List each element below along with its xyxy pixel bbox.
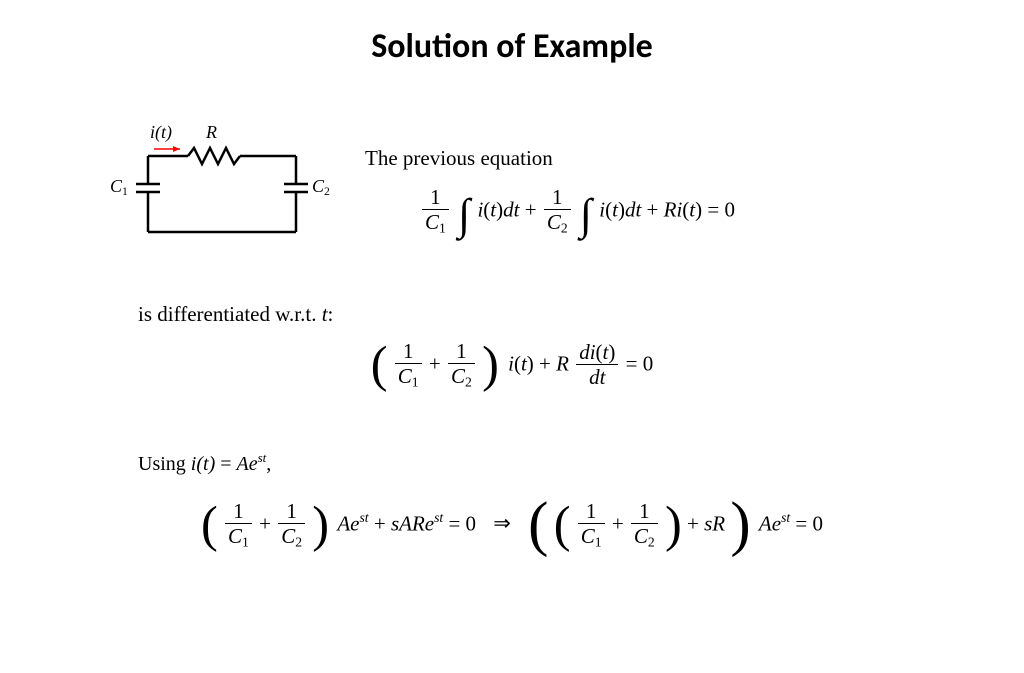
c2-label: C2 [312, 176, 330, 198]
text-using: Using i(t) = Aest, [138, 450, 271, 476]
text-differentiated: is differentiated w.r.t. t: [138, 302, 333, 327]
circuit-svg [118, 126, 328, 246]
equation-1: 1C1 ∫ i(t)dt + 1C2 ∫ i(t)dt + Ri(t) = 0 [420, 186, 735, 237]
equation-3: ( 1C1 + 1C2 ) Aest + sARest = 0 ⇒ ( ( 1C… [0, 500, 1024, 551]
current-label: i(t) [150, 122, 172, 143]
c1-label: C1 [110, 176, 128, 198]
text-previous-equation: The previous equation [365, 146, 553, 171]
circuit-diagram: i(t) R C1 C2 [118, 126, 328, 246]
slide: Solution of Example [0, 0, 1024, 673]
slide-title: Solution of Example [0, 26, 1024, 67]
resistor-label: R [206, 122, 217, 143]
equation-2: ( 1C1 + 1C2 ) i(t) + R di(t)dt = 0 [0, 340, 1024, 391]
